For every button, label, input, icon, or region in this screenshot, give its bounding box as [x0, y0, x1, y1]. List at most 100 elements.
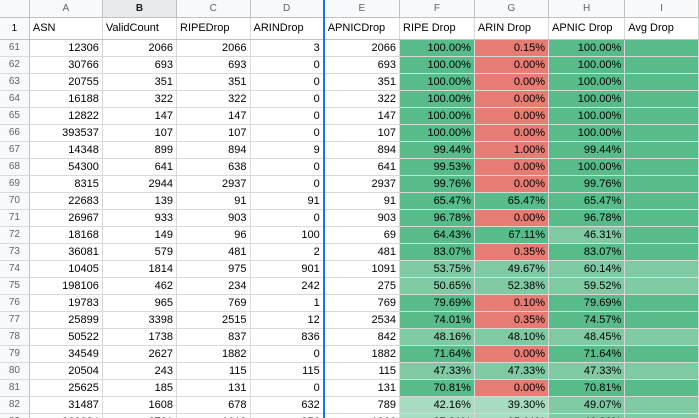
table-cell[interactable]: 91 — [323, 192, 400, 210]
table-cell[interactable]: 147 — [323, 107, 400, 125]
table-cell[interactable]: 60.14% — [548, 260, 626, 278]
column-header-g[interactable]: G — [474, 0, 550, 18]
table-cell[interactable]: 147 — [176, 107, 251, 125]
table-cell[interactable] — [624, 192, 699, 210]
row-number[interactable]: 67 — [0, 141, 30, 159]
table-cell[interactable]: 0.00% — [474, 56, 550, 74]
row-number[interactable]: 75 — [0, 277, 30, 295]
table-cell[interactable]: 100.00% — [548, 124, 626, 142]
table-cell[interactable]: 71.64% — [548, 345, 626, 363]
column-header-a[interactable]: A — [29, 0, 103, 18]
column-header-f[interactable]: F — [399, 0, 475, 18]
table-cell[interactable]: 351 — [323, 73, 400, 91]
table-cell[interactable]: 1091 — [323, 260, 400, 278]
row-number[interactable]: 1 — [0, 17, 30, 40]
row-number[interactable]: 63 — [0, 73, 30, 91]
header-cell[interactable]: ARINDrop — [250, 17, 325, 40]
table-cell[interactable]: 74.01% — [399, 311, 475, 329]
row-number[interactable]: 65 — [0, 107, 30, 125]
table-cell[interactable]: 47.33% — [474, 362, 550, 380]
table-cell[interactable]: 46.36% — [548, 413, 626, 418]
table-cell[interactable]: 2066 — [176, 39, 251, 57]
table-cell[interactable]: 0 — [250, 56, 325, 74]
table-cell[interactable]: 53.75% — [399, 260, 475, 278]
column-header-h[interactable]: H — [548, 0, 626, 18]
table-cell[interactable]: 12 — [250, 311, 325, 329]
table-cell[interactable]: 3 — [250, 39, 325, 57]
table-cell[interactable]: 100.00% — [548, 90, 626, 108]
row-number[interactable]: 74 — [0, 260, 30, 278]
table-cell[interactable]: 0.00% — [474, 379, 550, 397]
table-cell[interactable]: 263034 — [29, 413, 103, 418]
table-cell[interactable] — [624, 277, 699, 295]
table-cell[interactable]: 1.00% — [474, 141, 550, 159]
table-cell[interactable] — [624, 141, 699, 159]
table-cell[interactable]: 903 — [323, 209, 400, 227]
column-header-d[interactable]: D — [250, 0, 325, 18]
row-number[interactable]: 69 — [0, 175, 30, 193]
table-cell[interactable]: 25899 — [29, 311, 103, 329]
table-cell[interactable]: 2066 — [102, 39, 178, 57]
table-cell[interactable]: 91 — [250, 192, 325, 210]
table-cell[interactable] — [624, 413, 699, 418]
table-cell[interactable] — [624, 90, 699, 108]
table-cell[interactable]: 96.78% — [399, 209, 475, 227]
table-cell[interactable]: 42.16% — [399, 396, 475, 414]
table-cell[interactable]: 903 — [176, 209, 251, 227]
table-cell[interactable]: 322 — [102, 90, 178, 108]
table-cell[interactable]: 37.31% — [399, 413, 475, 418]
column-header-c[interactable]: C — [176, 0, 251, 18]
table-cell[interactable]: 149 — [102, 226, 178, 244]
table-cell[interactable]: 22683 — [29, 192, 103, 210]
table-cell[interactable]: 789 — [323, 396, 400, 414]
table-cell[interactable]: 67.11% — [474, 226, 550, 244]
table-cell[interactable]: 131 — [176, 379, 251, 397]
header-cell[interactable]: ASN — [29, 17, 103, 40]
table-cell[interactable]: 96 — [176, 226, 251, 244]
table-cell[interactable]: 2731 — [102, 413, 178, 418]
table-cell[interactable]: 901 — [250, 260, 325, 278]
table-cell[interactable] — [624, 294, 699, 312]
table-cell[interactable]: 65.47% — [399, 192, 475, 210]
table-cell[interactable]: 48.45% — [548, 328, 626, 346]
table-cell[interactable]: 275 — [323, 277, 400, 295]
table-cell[interactable]: 20504 — [29, 362, 103, 380]
table-cell[interactable] — [624, 226, 699, 244]
row-number[interactable]: 62 — [0, 56, 30, 74]
table-cell[interactable]: 31487 — [29, 396, 103, 414]
table-cell[interactable]: 243 — [102, 362, 178, 380]
table-cell[interactable]: 99.76% — [399, 175, 475, 193]
table-cell[interactable]: 115 — [250, 362, 325, 380]
table-cell[interactable] — [624, 396, 699, 414]
table-cell[interactable]: 0.00% — [474, 209, 550, 227]
table-cell[interactable]: 100.00% — [399, 107, 475, 125]
table-cell[interactable]: 975 — [176, 260, 251, 278]
table-cell[interactable]: 99.53% — [399, 158, 475, 176]
table-cell[interactable]: 2937 — [176, 175, 251, 193]
table-cell[interactable]: 242 — [250, 277, 325, 295]
table-cell[interactable]: 894 — [176, 141, 251, 159]
table-cell[interactable]: 19783 — [29, 294, 103, 312]
table-cell[interactable]: 0.35% — [474, 311, 550, 329]
table-cell[interactable] — [624, 243, 699, 261]
header-cell[interactable]: RIPE Drop — [399, 17, 475, 40]
row-number[interactable]: 81 — [0, 379, 30, 397]
table-cell[interactable]: 12306 — [29, 39, 103, 57]
table-cell[interactable]: 48.16% — [399, 328, 475, 346]
table-cell[interactable]: 965 — [102, 294, 178, 312]
table-cell[interactable]: 0.00% — [474, 73, 550, 91]
table-cell[interactable]: 34549 — [29, 345, 103, 363]
table-cell[interactable]: 74.57% — [548, 311, 626, 329]
table-cell[interactable]: 0.00% — [474, 107, 550, 125]
table-cell[interactable]: 0.00% — [474, 158, 550, 176]
table-cell[interactable]: 632 — [250, 396, 325, 414]
table-cell[interactable]: 100.00% — [548, 39, 626, 57]
row-number[interactable]: 82 — [0, 396, 30, 414]
table-cell[interactable]: 36081 — [29, 243, 103, 261]
table-cell[interactable]: 0.00% — [474, 90, 550, 108]
table-cell[interactable]: 0 — [250, 158, 325, 176]
table-cell[interactable]: 0 — [250, 209, 325, 227]
table-cell[interactable]: 933 — [102, 209, 178, 227]
table-cell[interactable]: 2534 — [323, 311, 400, 329]
